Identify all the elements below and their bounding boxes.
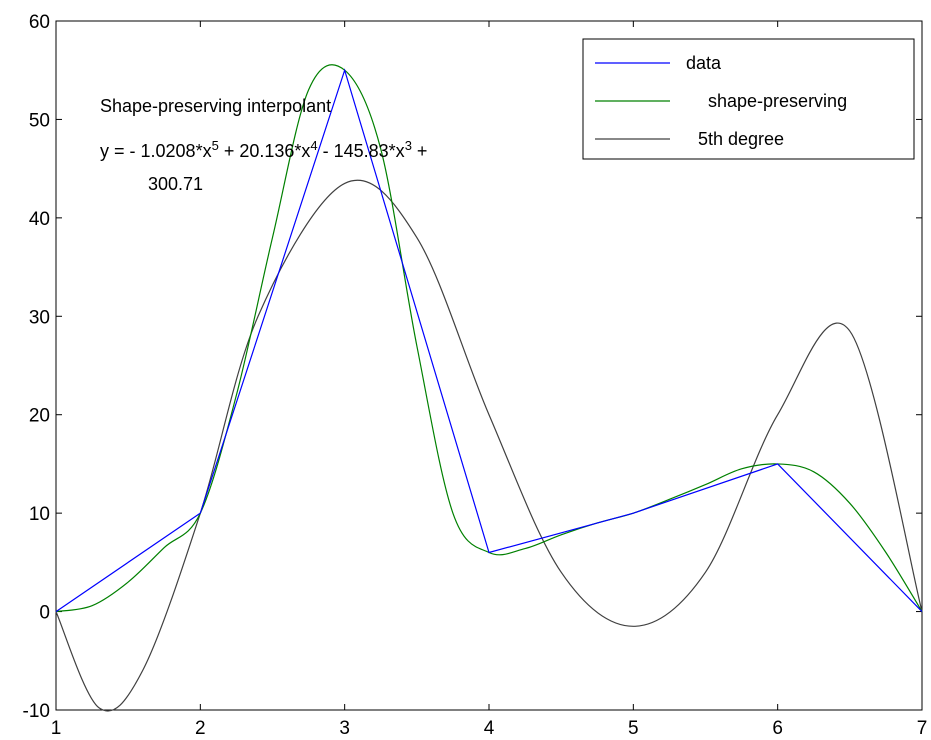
equation-exponent: 4 — [310, 138, 317, 153]
x-tick-label: 1 — [51, 718, 62, 739]
legend-label: shape-preserving — [708, 91, 847, 111]
equation-exponent: 5 — [212, 138, 219, 153]
series-line-data — [55, 68, 923, 613]
legend-label: data — [686, 53, 722, 73]
x-tick-label: 7 — [917, 718, 928, 739]
legend: data shape-preserving 5th degree — [582, 38, 915, 160]
x-tick-label: 2 — [195, 718, 206, 739]
annotation-equation: y = - 1.0208*x5 + 20.136*x4 - 145.83*x3 … — [100, 138, 427, 162]
x-tick-label: 4 — [484, 718, 495, 739]
legend-label: 5th degree — [698, 129, 784, 149]
series-line-shape-preserving — [55, 64, 923, 613]
y-tick-label: 20 — [29, 406, 50, 427]
equation-term: + 20.136*x — [219, 141, 311, 161]
x-tick-label: 6 — [772, 718, 783, 739]
fit-annotation: Shape-preserving interpolant y = - 1.020… — [100, 96, 427, 194]
equation-term: - 145.83*x — [318, 141, 405, 161]
series-line-5th-degree — [55, 179, 923, 712]
y-tick-label: 30 — [29, 307, 50, 328]
y-tick-label: -10 — [23, 701, 50, 722]
equation-term: + — [412, 141, 428, 161]
x-tick-label: 5 — [628, 718, 639, 739]
y-tick-label: 10 — [29, 504, 50, 525]
x-tick-label: 3 — [339, 718, 350, 739]
equation-term: y = - 1.0208*x — [100, 141, 212, 161]
equation-exponent: 3 — [405, 138, 412, 153]
annotation-title: Shape-preserving interpolant — [100, 96, 331, 116]
y-tick-label: 40 — [29, 209, 50, 230]
y-tick-label: 50 — [29, 110, 50, 131]
y-tick-label: 60 — [29, 12, 50, 33]
annotation-constant: 300.71 — [148, 174, 203, 194]
y-tick-label: 0 — [39, 603, 50, 624]
